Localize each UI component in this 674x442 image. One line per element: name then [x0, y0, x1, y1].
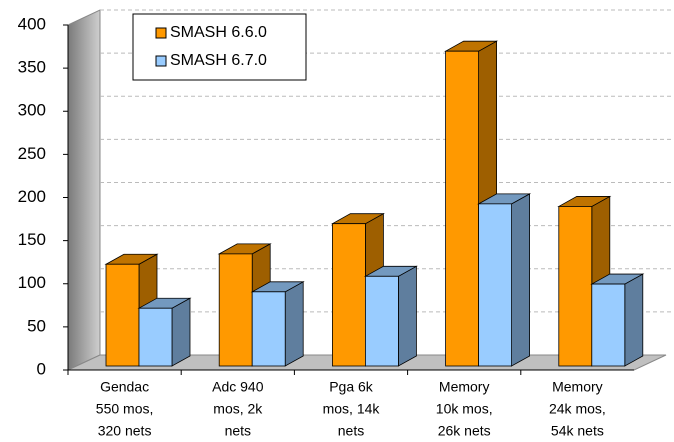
bar-side [284, 281, 304, 367]
x-tick-label: mos, 14k [323, 401, 381, 417]
bar [250, 281, 305, 367]
y-tick-label: 300 [18, 101, 46, 120]
bar-front [218, 253, 253, 367]
x-tick-label: 320 nets [98, 423, 152, 439]
y-tick-label: 200 [18, 187, 46, 206]
x-tick-label: Memory [439, 379, 490, 395]
bar [137, 297, 192, 367]
y-tick-label: 400 [18, 14, 46, 33]
x-tick-label: nets [338, 423, 364, 439]
legend-label: SMASH 6.6.0 [170, 24, 267, 41]
legend-label: SMASH 6.7.0 [170, 52, 267, 69]
bar-front [558, 206, 593, 367]
x-tick-label: Gendac [100, 379, 149, 395]
bar-side [171, 297, 191, 367]
bar-front [138, 307, 173, 367]
bar [363, 265, 418, 367]
y-tick-label: 150 [18, 230, 46, 249]
y-tick-label: 100 [18, 273, 46, 292]
x-tick-label: 10k mos, [436, 401, 493, 417]
x-tick-label: mos, 2k [213, 401, 263, 417]
y-tick-label: 0 [37, 359, 46, 378]
bar-front [331, 223, 366, 367]
x-tick-label: 550 mos, [96, 401, 154, 417]
bar-side [511, 193, 530, 367]
bar-front [445, 50, 480, 367]
x-tick-label: Pga 6k [329, 379, 374, 395]
y-tick-label: 50 [27, 316, 46, 335]
bar-front [478, 203, 513, 367]
bar-side [397, 265, 417, 367]
legend [132, 13, 307, 81]
bar-front [591, 283, 626, 367]
bar-side [624, 273, 644, 367]
bar [590, 273, 645, 367]
legend-swatch [155, 27, 167, 39]
x-tick-label: Adc 940 [212, 379, 264, 395]
x-tick-label: Memory [552, 379, 603, 395]
x-tick-label: 54k nets [551, 423, 604, 439]
y-tick-label: 350 [18, 58, 46, 77]
bar-front [364, 275, 399, 367]
legend-swatch [155, 55, 167, 67]
bar [477, 193, 532, 367]
bar-front [105, 263, 140, 367]
side-wall [67, 9, 101, 371]
x-tick-label: 24k mos, [549, 401, 606, 417]
x-tick-label: nets [225, 423, 251, 439]
bar-front [251, 291, 286, 367]
x-tick-label: 26k nets [438, 423, 491, 439]
y-tick-label: 250 [18, 144, 46, 163]
